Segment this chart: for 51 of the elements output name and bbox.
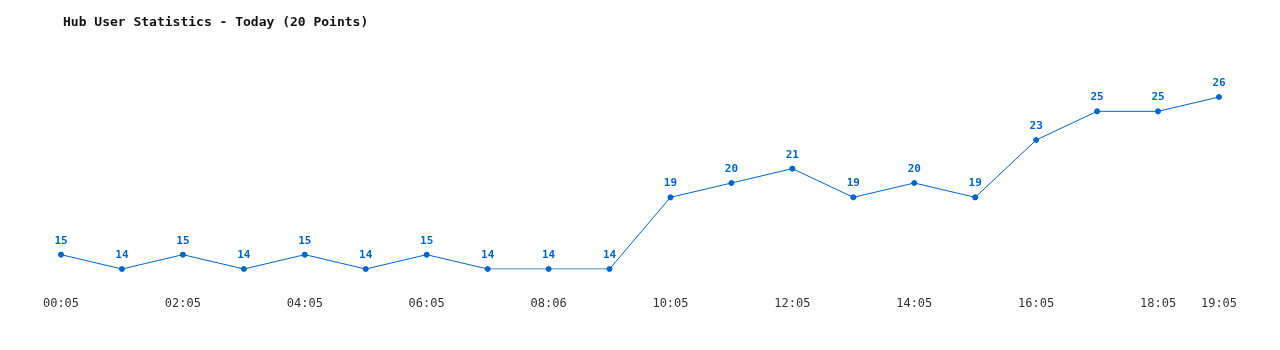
data-label: 25: [1151, 90, 1165, 104]
point: [179, 251, 186, 258]
data-label: 19: [968, 176, 982, 190]
x-tick-label: 08:06: [530, 296, 567, 310]
data-label: 15: [420, 233, 434, 247]
x-tick-label: 02:05: [164, 296, 201, 310]
data-label: 14: [115, 248, 129, 261]
data-label: 14: [481, 248, 495, 261]
data-label: 14: [541, 248, 556, 261]
point: [1155, 108, 1162, 115]
x-tick-label: 00:05: [42, 296, 80, 310]
data-label: 15: [176, 233, 190, 247]
point: [301, 251, 308, 258]
x-tick-label: 14:05: [896, 296, 933, 310]
data-label: 23: [1029, 119, 1043, 132]
data-label: 25: [1090, 90, 1104, 104]
point: [423, 251, 430, 258]
point: [545, 266, 552, 272]
data-label: 14: [237, 248, 251, 261]
point: [850, 194, 857, 201]
data-label: 26: [1212, 76, 1226, 89]
point: [911, 180, 918, 186]
point: [1033, 137, 1040, 143]
data-label: 14: [602, 248, 617, 261]
data-label: 20: [724, 162, 739, 175]
data-label: 19: [663, 176, 678, 190]
x-tick-label: 04:05: [286, 296, 323, 310]
x-tick-label: 06:05: [408, 296, 445, 310]
point: [240, 266, 247, 272]
x-tick-label: 16:05: [1018, 296, 1055, 310]
data-label: 14: [359, 248, 373, 261]
point: [118, 266, 125, 272]
point: [606, 266, 613, 272]
point: [1216, 94, 1222, 100]
point: [972, 194, 979, 201]
point: [1094, 108, 1101, 115]
point: [58, 251, 64, 258]
point: [728, 180, 735, 186]
x-tick-label: 18:05: [1139, 296, 1177, 310]
data-label: 21: [785, 147, 800, 161]
x-tick-label: 12:05: [774, 296, 811, 310]
chart-title: Hub User Statistics - Today (20 Points): [63, 14, 369, 29]
x-tick-label: 19:05: [1200, 296, 1238, 310]
data-label: 15: [54, 233, 68, 247]
x-tick-label: 10:05: [652, 296, 689, 310]
data-label: 20: [907, 162, 921, 175]
point: [484, 266, 491, 272]
point: [362, 266, 369, 272]
point: [789, 165, 796, 172]
data-label: 15: [298, 233, 312, 247]
data-label: 19: [846, 176, 860, 190]
